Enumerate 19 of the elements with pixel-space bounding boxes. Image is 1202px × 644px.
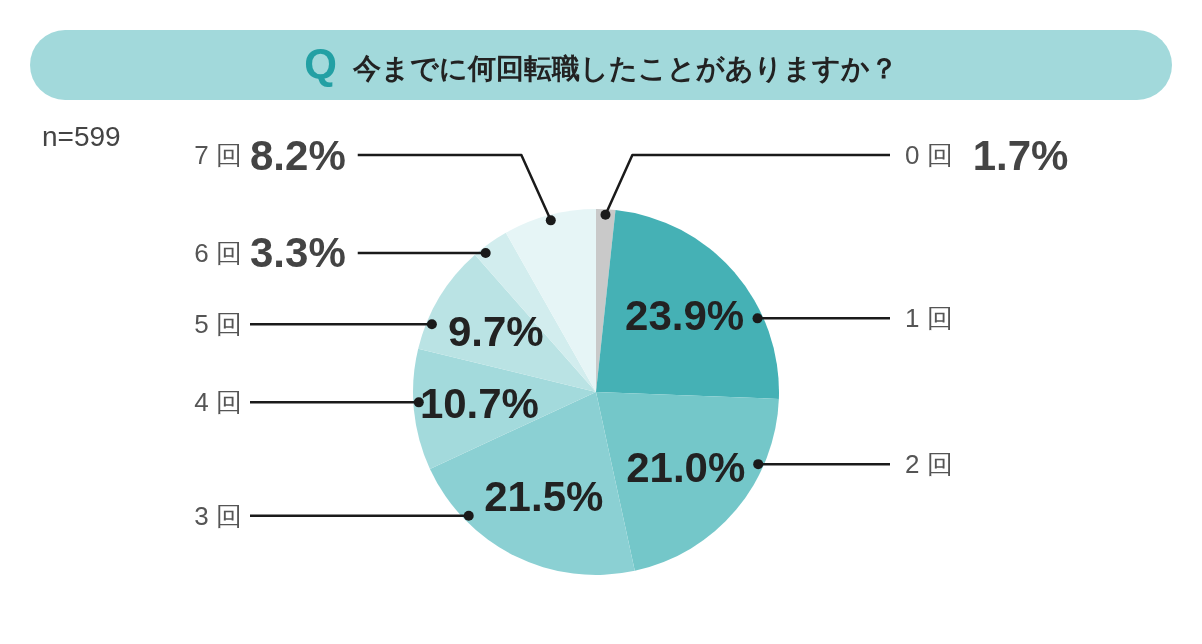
data-label: 21.0% xyxy=(626,443,746,491)
slice-label: 5 回 xyxy=(194,309,242,340)
text: n=599 xyxy=(42,120,121,152)
slice-label: 1 回 xyxy=(905,303,953,334)
slice-label: 2 回 xyxy=(905,449,953,480)
slice-label: 7 回 xyxy=(194,140,242,170)
data-label: 8.2% xyxy=(250,131,346,179)
pie-slice xyxy=(596,210,779,399)
chart-title: Q 今までに何回転職したことがありますか？ xyxy=(304,40,898,87)
data-label: 10.7% xyxy=(419,379,539,427)
slice-label: 6 回 xyxy=(194,237,242,268)
slice-label: 4 回 xyxy=(194,387,242,418)
data-label: 3.3% xyxy=(250,229,346,277)
slice-label: 3 回 xyxy=(194,500,242,531)
data-label: 21.5% xyxy=(484,473,604,521)
data-label: 9.7% xyxy=(447,307,544,355)
slice-label: 0 回 xyxy=(905,140,953,170)
data-label: 23.9% xyxy=(625,291,745,339)
data-label: 1.7% xyxy=(972,131,1069,179)
